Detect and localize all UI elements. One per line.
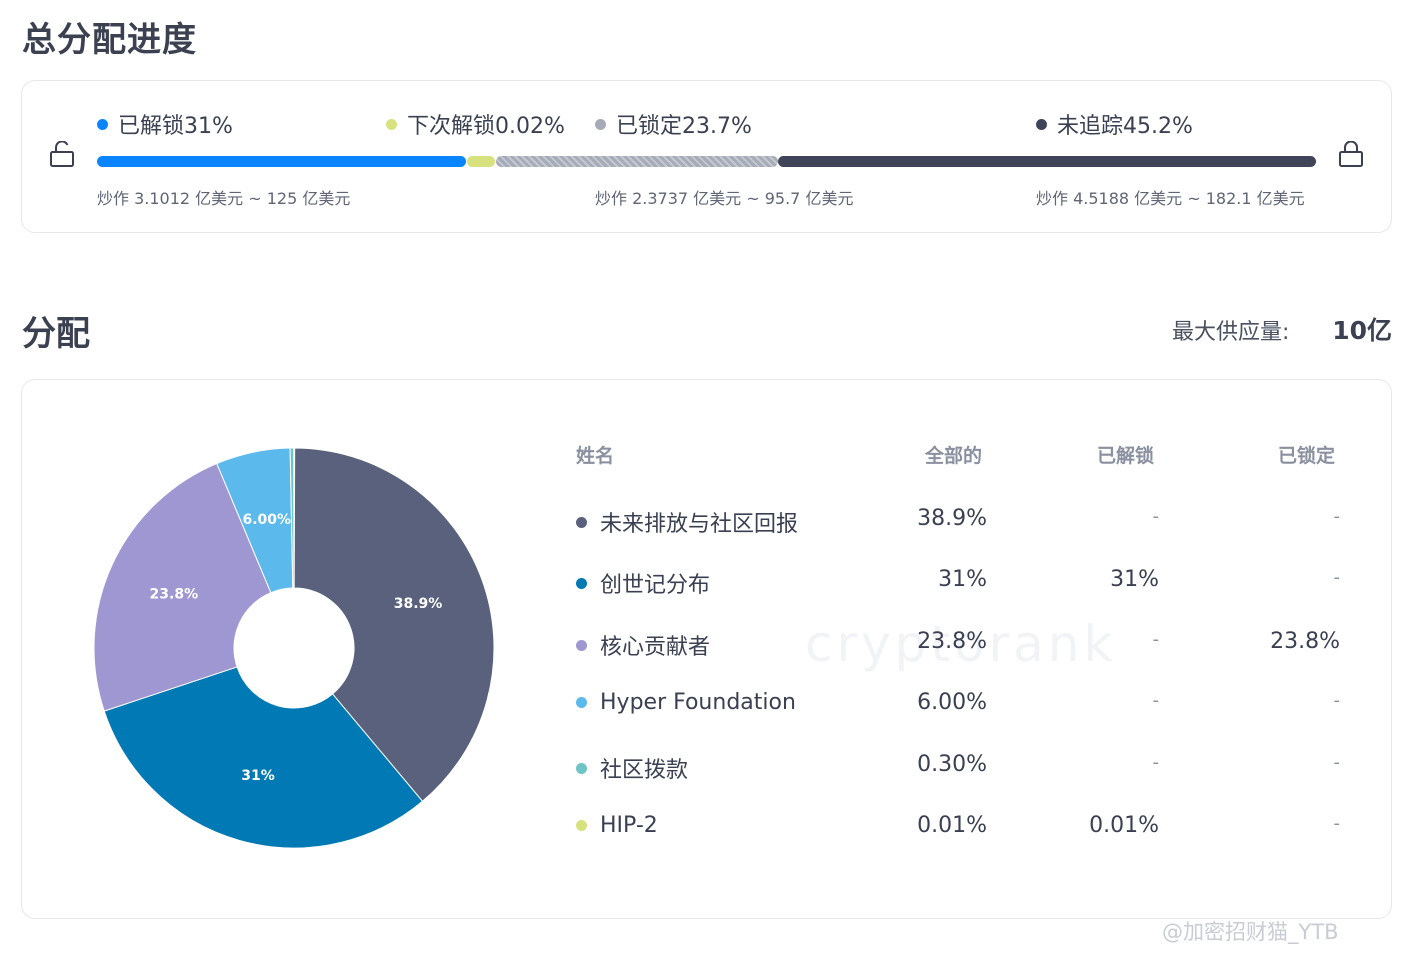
range-untracked: 炒作 4.5188 亿美元 ~ 182.1 亿美元	[1036, 189, 1305, 208]
locked-lock-icon	[1339, 141, 1363, 167]
row-color-dot	[576, 820, 587, 831]
row-unlocked-value: -	[1152, 752, 1160, 773]
progress-bar-unlocked	[97, 156, 466, 167]
unlocked-lock-icon	[50, 141, 74, 167]
progress-bar-locked	[496, 156, 778, 167]
row-locked-value: -	[1333, 567, 1341, 588]
legend-dot	[386, 118, 397, 130]
max-supply-label: 最大供应量:	[1172, 320, 1290, 345]
pie-slice	[93, 462, 272, 712]
progress-bar-next-unlock	[467, 156, 495, 167]
row-unlocked-value: -	[1152, 629, 1160, 650]
row-total-value: 31%	[938, 567, 987, 592]
pie-slice	[103, 666, 424, 849]
legend-next-unlock: 下次解锁0.02%	[386, 108, 565, 140]
legend-label: 下次解锁0.02%	[407, 114, 565, 139]
row-label: HIP-2	[600, 813, 658, 838]
allocation-donut-chart: 38.9% 31% 23.8% 6.00%	[93, 447, 495, 849]
row-color-dot	[576, 516, 587, 528]
row-unlocked-value: -	[1152, 690, 1160, 711]
credit-watermark: @加密招财猫_YTB	[1162, 920, 1339, 944]
range-locked: 炒作 2.3737 亿美元 ~ 95.7 亿美元	[595, 189, 854, 208]
header-total: 全部的	[925, 445, 983, 467]
header-unlocked: 已解锁	[1097, 445, 1155, 467]
table-row-name: Hyper Foundation	[576, 690, 796, 715]
legend-label: 已解锁31%	[118, 114, 233, 139]
row-total-value: 23.8%	[917, 629, 987, 654]
table-row-name: 核心贡献者	[576, 629, 710, 661]
legend-dot	[97, 118, 108, 130]
row-locked-value: -	[1333, 752, 1341, 773]
pie-slice-label: 6.00%	[242, 512, 291, 528]
range-unlocked: 炒作 3.1012 亿美元 ~ 125 亿美元	[97, 189, 351, 208]
row-color-dot	[576, 639, 587, 651]
row-locked-value: 23.8%	[1270, 629, 1340, 654]
progress-title: 总分配进度	[22, 20, 197, 60]
header-name: 姓名	[576, 445, 615, 467]
max-supply-value: 10亿	[1332, 316, 1392, 345]
row-label: 创世记分布	[600, 573, 711, 598]
legend-locked: 已锁定23.7%	[595, 108, 752, 140]
legend-untracked: 未追踪45.2%	[1036, 108, 1193, 140]
watermark: cryptorank	[805, 615, 1117, 673]
row-total-value: 0.01%	[917, 813, 987, 838]
row-total-value: 38.9%	[917, 506, 987, 531]
row-color-dot	[576, 762, 587, 774]
table-row-name: 创世记分布	[576, 567, 710, 599]
table-row-name: 未来排放与社区回报	[576, 506, 798, 538]
legend-label: 已锁定23.7%	[616, 114, 752, 139]
row-unlocked-value: 31%	[1110, 567, 1159, 592]
row-label: 核心贡献者	[600, 635, 711, 660]
legend-dot	[595, 118, 606, 130]
legend-dot	[1036, 118, 1047, 130]
row-label: Hyper Foundation	[600, 690, 796, 715]
distribution-title: 分配	[22, 314, 90, 354]
row-unlocked-value: 0.01%	[1089, 813, 1159, 838]
row-locked-value: -	[1333, 506, 1341, 527]
pie-slice-label: 38.9%	[394, 596, 443, 612]
row-total-value: 0.30%	[917, 752, 987, 777]
progress-bar-untracked	[778, 156, 1316, 167]
row-locked-value: -	[1333, 690, 1341, 711]
pie-slice	[293, 447, 495, 802]
pie-slice-label: 31%	[241, 768, 275, 784]
row-unlocked-value: -	[1152, 506, 1160, 527]
row-color-dot	[576, 577, 587, 589]
pie-slice	[293, 447, 296, 589]
row-locked-value: -	[1333, 813, 1341, 834]
row-color-dot	[576, 697, 587, 708]
row-label: 未来排放与社区回报	[600, 512, 799, 537]
header-locked: 已锁定	[1278, 445, 1336, 467]
row-total-value: 6.00%	[917, 690, 987, 715]
table-row-name: 社区拨款	[576, 752, 688, 784]
legend-unlocked: 已解锁31%	[97, 108, 233, 140]
pie-slice-label: 23.8%	[150, 586, 199, 602]
table-row-name: HIP-2	[576, 813, 658, 838]
legend-label: 未追踪45.2%	[1057, 114, 1193, 139]
row-label: 社区拨款	[600, 758, 689, 783]
